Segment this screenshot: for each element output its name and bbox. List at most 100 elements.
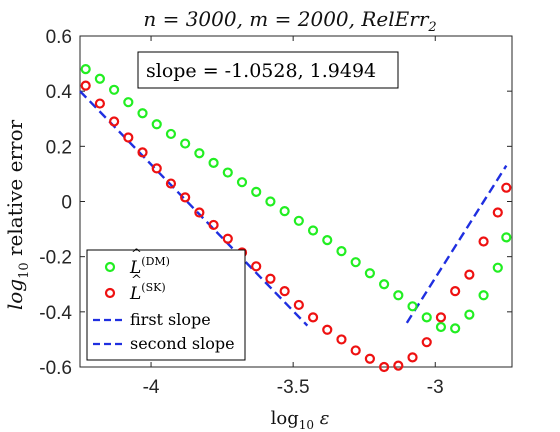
point-dm	[435, 321, 447, 333]
point-sk	[265, 273, 276, 284]
point-dm	[251, 186, 262, 197]
point-dm	[501, 232, 512, 243]
y-tick-label: -0.2	[39, 248, 72, 269]
point-dm	[450, 323, 461, 334]
point-dm	[364, 268, 375, 279]
point-dm	[478, 290, 489, 301]
point-sk	[293, 299, 304, 311]
data-points	[80, 63, 512, 373]
x-axis-label-tail: ε	[314, 408, 329, 429]
y-tick-label: 0.6	[46, 27, 72, 48]
legend-hat-sk: ^	[131, 273, 142, 288]
legend-marker-dm	[104, 261, 116, 273]
point-sk	[421, 337, 432, 348]
y-axis-label: log10 relative error	[3, 119, 32, 310]
point-dm	[492, 262, 503, 273]
point-sk	[208, 219, 219, 231]
y-axis-label-log: log	[3, 279, 27, 310]
point-dm	[279, 206, 290, 217]
point-dm	[407, 301, 418, 312]
point-sk	[464, 269, 475, 280]
point-sk	[94, 98, 105, 109]
point-sk	[450, 286, 461, 297]
y-tick-label: -0.6	[39, 358, 72, 379]
chart-title-subscript: 2	[427, 20, 436, 35]
legend-label-second: second slope	[130, 334, 235, 353]
slope-annotation-box	[137, 51, 399, 89]
legend-hat-dm: ^	[131, 247, 142, 262]
point-dm	[80, 63, 91, 75]
point-sk	[501, 182, 512, 193]
point-sk	[478, 236, 489, 247]
point-dm	[165, 128, 177, 140]
point-sk	[379, 361, 390, 373]
legend-label-dm: L(DM)	[129, 255, 170, 278]
y-axis-label-sub: 10	[17, 262, 32, 279]
point-sk	[137, 147, 148, 158]
legend-label-dm-symbol: L	[129, 258, 141, 278]
point-dm	[208, 157, 219, 168]
legend-label-dm-sup: (DM)	[141, 255, 170, 268]
point-sk	[80, 80, 91, 91]
fit-line-first	[79, 90, 309, 327]
point-dm	[265, 196, 276, 207]
point-dm	[236, 177, 248, 188]
x-tick-label: -4	[143, 377, 160, 398]
fit-lines	[79, 90, 508, 327]
point-dm	[307, 225, 319, 236]
point-sk	[109, 116, 120, 127]
point-dm	[464, 309, 475, 320]
chart-title-text: n = 3000, m = 2000, RelErr	[143, 7, 429, 31]
point-dm	[222, 167, 233, 178]
point-dm	[322, 235, 333, 246]
legend-label-sk-symbol: L	[129, 284, 141, 304]
point-sk	[307, 312, 319, 323]
point-dm	[194, 148, 205, 159]
point-dm	[94, 73, 105, 84]
point-dm	[336, 246, 347, 257]
point-sk	[435, 312, 447, 323]
slope-annotation: slope = -1.0528, 1.9494	[137, 51, 399, 89]
point-dm	[393, 290, 404, 301]
fit-line-second	[405, 165, 508, 324]
x-axis-label: log10 ε	[271, 408, 330, 432]
point-sk	[165, 178, 177, 189]
x-tick-label: -3.5	[277, 377, 310, 398]
point-dm	[151, 119, 162, 130]
x-axis-label-log: log	[271, 408, 299, 429]
point-sk	[123, 132, 134, 143]
point-sk	[194, 207, 205, 218]
legend-label-sk: L(SK)	[129, 281, 166, 304]
point-dm	[109, 84, 120, 95]
point-sk	[350, 345, 361, 356]
y-axis-label-tail: relative error	[3, 119, 27, 262]
point-dm	[137, 108, 148, 119]
point-dm	[180, 138, 191, 149]
point-sk	[180, 192, 191, 203]
point-sk	[364, 353, 375, 364]
point-sk	[336, 334, 347, 345]
point-sk	[322, 324, 333, 335]
legend-label-sk-sup: (SK)	[141, 281, 165, 294]
x-axis-label-sub: 10	[299, 418, 314, 432]
chart-title: n = 3000, m = 2000, RelErr2	[143, 7, 436, 35]
x-tick-label: -3	[427, 377, 444, 398]
point-dm	[293, 215, 304, 226]
point-sk	[492, 207, 503, 218]
legend-marker-sk	[104, 287, 116, 299]
axis-ticks: -4 -3.5 -3 -0.6 -0.4 -0.2 0 0.2 0.4 0.6	[39, 27, 512, 398]
point-dm	[421, 312, 432, 323]
y-tick-label: 0.4	[46, 82, 73, 103]
y-tick-label: 0	[61, 193, 72, 214]
y-tick-label: 0.2	[46, 137, 72, 158]
point-sk	[222, 233, 233, 244]
point-sk	[251, 261, 262, 272]
slope-annotation-text: slope = -1.0528, 1.9494	[146, 60, 376, 82]
point-dm	[123, 97, 134, 108]
point-dm	[350, 257, 361, 268]
y-tick-label: -0.4	[39, 303, 72, 324]
point-dm	[379, 279, 390, 290]
legend: L(DM) ^ L(SK) ^ first slope second slope	[86, 247, 246, 361]
point-sk	[151, 163, 162, 174]
